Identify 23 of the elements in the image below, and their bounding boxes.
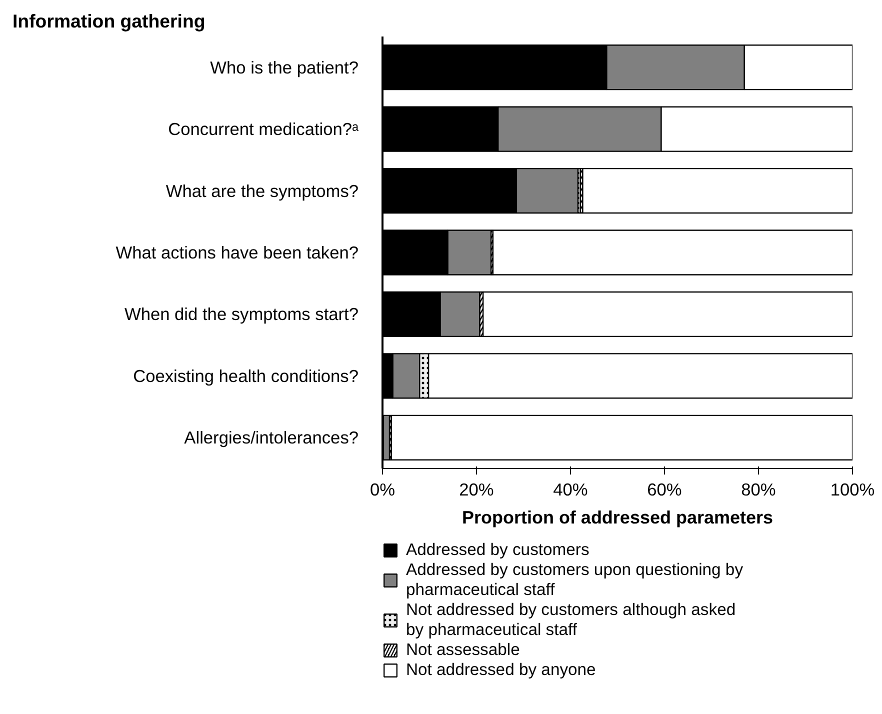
bar	[482, 291, 852, 338]
text: Information gathering	[12, 10, 206, 32]
x-tick-label: 100%	[830, 480, 875, 500]
x-tick-label: 80%	[741, 480, 776, 500]
x-tick-label: 20%	[459, 480, 494, 500]
y-tick-label: What are the symptoms?	[166, 180, 359, 201]
y-tick-label: When did the symptoms start?	[124, 304, 359, 324]
y-tick-label: Concurrent medication?ᵃ	[168, 119, 360, 140]
x-tick-label: 60%	[647, 480, 682, 500]
legend-label: Not assessable	[406, 640, 520, 660]
x-tick-label: 40%	[553, 480, 588, 500]
legend-label: Not addressed by customers although asked by pharmaceutical staff	[406, 600, 736, 640]
x-tick-label: 0%	[370, 480, 396, 500]
bar	[492, 230, 852, 276]
bar	[582, 168, 852, 214]
y-tick-label: What actions have been taken?	[116, 242, 359, 262]
legend-label: Addressed by customers	[406, 540, 590, 560]
x-axis-title: Proportion of addressed parameters	[462, 508, 774, 528]
legend-label: Addressed by customers upon questioning by pharmaceutical staff	[406, 560, 744, 600]
y-tick-label: Coexisting health conditions?	[133, 366, 359, 386]
y-tick-label: Who is the patient?	[210, 57, 359, 78]
legend-label: Not addressed by anyone	[406, 660, 596, 680]
y-tick-label: Allergies/intolerances?	[184, 428, 359, 448]
